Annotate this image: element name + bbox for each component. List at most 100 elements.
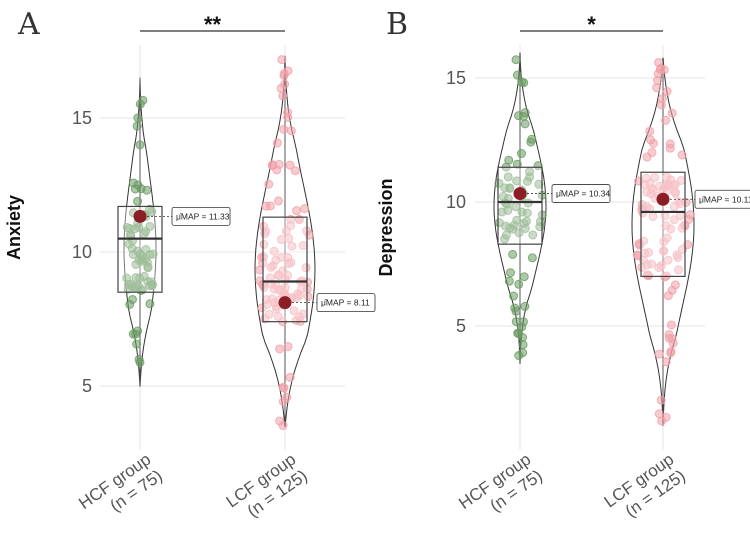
data-point — [661, 357, 671, 367]
data-point — [285, 372, 295, 382]
panel-a: A 5 10 15 Anxiety ** μ̂MAP = 11.33 μ̂MAP = 8.11… — [4, 7, 376, 521]
data-point — [145, 204, 155, 214]
y-tick-label: 5 — [82, 376, 92, 396]
data-point — [261, 201, 271, 211]
data-point — [668, 338, 678, 348]
y-tick-label: 10 — [72, 242, 92, 262]
data-point — [642, 152, 652, 162]
data-point — [279, 124, 289, 134]
data-point — [283, 342, 293, 352]
data-point — [128, 178, 138, 188]
data-point — [510, 303, 520, 313]
data-point — [666, 346, 676, 356]
data-point — [272, 138, 282, 148]
data-point — [287, 241, 297, 251]
data-point — [273, 271, 283, 281]
data-point — [300, 204, 310, 214]
data-point — [301, 263, 311, 273]
data-point — [289, 306, 299, 316]
data-point — [504, 155, 514, 165]
data-point — [659, 65, 669, 75]
map-label-box — [551, 184, 611, 203]
category-label-1: LCF group(n = 125) — [601, 450, 689, 521]
y-tick-label: 5 — [456, 316, 466, 336]
data-point — [135, 273, 145, 283]
data-point — [273, 196, 283, 206]
category-label-1: LCF group(n = 125) — [223, 450, 311, 521]
data-point — [662, 86, 672, 96]
data-point — [659, 246, 669, 256]
data-point — [501, 230, 511, 240]
data-point — [654, 349, 664, 359]
map-point — [656, 192, 670, 206]
y-axis-title: Anxiety — [4, 195, 24, 260]
data-point — [141, 227, 151, 237]
group-1: μ̂MAP = 10.11 — [631, 57, 750, 426]
data-point — [135, 140, 145, 150]
data-point — [145, 299, 155, 309]
data-point — [266, 262, 276, 272]
data-point — [290, 166, 300, 176]
map-label: μ̂MAP = 8.11 — [321, 298, 370, 308]
data-point — [663, 255, 673, 265]
data-point — [130, 224, 140, 234]
data-point — [277, 55, 287, 65]
data-point — [512, 70, 522, 80]
data-point — [518, 348, 528, 358]
group-0: μ̂MAP = 11.33 — [117, 77, 231, 387]
panel-letter: B — [386, 7, 408, 42]
map-point — [133, 209, 147, 223]
y-tick-label: 10 — [446, 192, 466, 212]
data-point — [516, 149, 526, 159]
category-label-0: HCF group(n = 75) — [455, 450, 545, 516]
data-point — [286, 258, 296, 268]
data-point — [505, 183, 515, 193]
data-point — [673, 265, 683, 275]
data-point — [259, 282, 269, 292]
data-point — [264, 309, 274, 319]
data-point — [278, 421, 288, 431]
data-point — [667, 108, 677, 118]
data-point — [134, 354, 144, 364]
significance-label: ** — [204, 12, 222, 37]
data-point — [512, 176, 522, 186]
data-point — [527, 253, 537, 263]
data-point — [670, 189, 680, 199]
data-point — [135, 99, 145, 109]
data-point — [528, 230, 538, 240]
data-point — [662, 233, 672, 243]
data-point — [511, 55, 521, 65]
y-tick-label: 15 — [446, 68, 466, 88]
data-point — [656, 395, 666, 405]
data-point — [295, 290, 305, 300]
data-point — [661, 115, 671, 125]
data-point — [646, 135, 656, 145]
data-point — [660, 272, 670, 282]
data-point — [650, 173, 660, 183]
data-point — [514, 111, 524, 121]
data-point — [123, 284, 133, 294]
map-label-box — [316, 293, 376, 313]
data-point — [133, 246, 143, 256]
iqr-box — [497, 166, 543, 245]
iqr-box — [640, 171, 686, 278]
data-point — [669, 215, 679, 225]
data-point — [133, 113, 143, 123]
map-label-box — [694, 189, 750, 209]
map-label: μ̂MAP = 10.11 — [699, 194, 750, 204]
data-point — [292, 206, 302, 216]
data-point — [656, 261, 666, 271]
data-point — [283, 270, 293, 280]
data-point — [509, 291, 519, 301]
data-point — [654, 409, 664, 419]
map-label-box — [171, 206, 231, 226]
data-point — [257, 252, 267, 262]
data-point — [518, 340, 528, 350]
group-0: μ̂MAP = 10.34 — [493, 52, 611, 364]
data-point — [259, 239, 269, 249]
category-label-0: HCF group(n = 75) — [75, 450, 165, 516]
map-point — [513, 187, 527, 201]
data-point — [520, 301, 530, 311]
data-point — [271, 255, 281, 265]
